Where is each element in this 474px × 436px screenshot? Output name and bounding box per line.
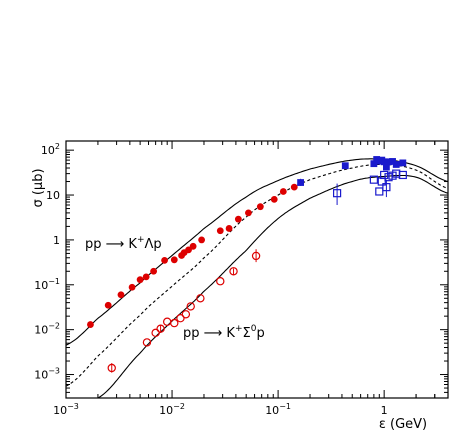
point-sigma-low: [229, 267, 238, 276]
point-sigma-low: [196, 294, 205, 303]
point-lambda-low: [270, 195, 278, 203]
point-lambda-low: [136, 276, 144, 284]
point-lambda-low: [170, 256, 178, 264]
point-sigma-low: [216, 277, 225, 286]
annotation-sigma-text: pp ⟶ K+Σ0p: [183, 324, 265, 341]
annotation-sigma: pp ⟶ K+Σ0p: [183, 324, 265, 341]
x-tick-label: 1: [381, 404, 388, 417]
point-sigma-low: [176, 314, 185, 323]
point-lambda-high: [385, 158, 392, 166]
point-sigma-low: [170, 318, 179, 328]
point-lambda-low: [142, 273, 150, 281]
annotation-lambda: pp ⟶ K+Λp: [85, 235, 162, 252]
point-lambda-low: [234, 215, 242, 223]
curve-sigma-fit: [97, 174, 448, 398]
point-lambda-low: [245, 209, 252, 217]
point-lambda-high: [389, 158, 396, 165]
point-lambda-low: [117, 291, 125, 299]
point-sigma-low: [151, 328, 160, 338]
y-tick-label: 1: [53, 234, 60, 247]
point-sigma-low: [181, 310, 191, 319]
point-lambda-high: [399, 159, 407, 167]
point-lambda-high: [370, 160, 378, 168]
x-axis-label: ε (GeV): [379, 417, 427, 432]
point-lambda-low: [185, 246, 192, 254]
point-lambda-low: [216, 227, 224, 235]
y-axis-label: σ (μb): [31, 168, 46, 207]
point-sigma-low: [186, 302, 195, 311]
point-sigma-high: [375, 187, 384, 196]
point-lambda-low: [279, 188, 287, 195]
point-sigma-high: [398, 170, 407, 180]
point-lambda-high: [392, 161, 400, 168]
plot-frame: [65, 140, 449, 399]
y-tick-label: 10: [46, 189, 60, 202]
annotation-lambda-text: pp ⟶ K+Λp: [85, 235, 162, 252]
y-tick-label: 102: [41, 142, 60, 157]
y-tick-label: 10−1: [34, 277, 60, 292]
x-tick-label: 10−3: [53, 402, 79, 417]
point-sigma-low: [142, 338, 152, 347]
point-lambda-low: [161, 256, 168, 264]
point-sigma-high: [380, 170, 389, 180]
point-sigma-high: [369, 175, 378, 184]
fit-curves: [66, 158, 448, 398]
point-lambda-low: [150, 267, 158, 275]
point-sigma-low: [162, 317, 172, 326]
point-lambda-low: [290, 183, 298, 191]
y-tick-label: 10−3: [34, 367, 60, 382]
point-lambda-low: [256, 203, 264, 211]
x-tick-label: 10−1: [265, 402, 291, 417]
y-tick-label: 10−2: [34, 322, 60, 337]
point-lambda-low: [104, 301, 112, 309]
point-lambda-low: [198, 236, 206, 244]
point-lambda-high: [380, 158, 388, 166]
point-lambda-low: [189, 242, 197, 250]
data-points: [87, 156, 407, 373]
point-lambda-low: [87, 321, 94, 328]
point-lambda-high: [382, 163, 390, 171]
x-tick-label: 10−2: [159, 402, 185, 417]
point-lambda-low: [225, 225, 233, 232]
curve-dotted-fit: [66, 163, 448, 387]
axis-ticks: 10−3 10−2 10−1 1 10−3 10−2 10−1 1 10 102: [34, 141, 449, 417]
point-lambda-low: [128, 283, 136, 291]
